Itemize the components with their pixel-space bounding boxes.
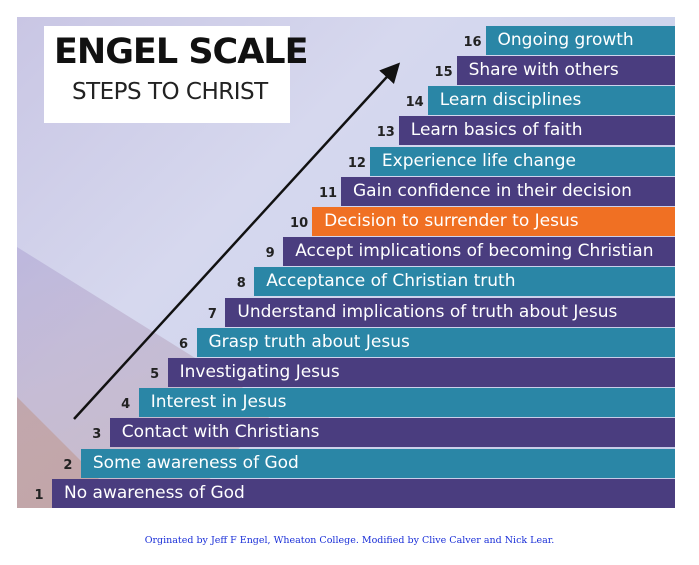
- step-bar-7: Understand implications of truth about J…: [225, 297, 675, 327]
- step-bar-4: Interest in Jesus: [138, 388, 675, 418]
- step-number: 15: [434, 65, 453, 80]
- step-bar-3: Contact with Christians: [109, 418, 675, 448]
- step-number: 8: [236, 276, 246, 292]
- step-number: 5: [150, 367, 160, 382]
- step-bar-5: Investigating Jesus: [167, 358, 675, 387]
- step-number: 4: [121, 397, 131, 413]
- step-bar-16: Ongoing growth: [485, 25, 675, 55]
- step-number: 14: [405, 95, 424, 111]
- step-number: 13: [376, 125, 395, 141]
- step-number: 16: [463, 34, 482, 50]
- step-number: 1: [34, 487, 44, 503]
- step-number: 3: [92, 427, 102, 443]
- subtitle: STEPS TO CHRIST: [72, 79, 268, 105]
- step-bar-9: Accept implications of becoming Christia…: [283, 237, 675, 267]
- step-bar-8: Acceptance of Christian truth: [254, 267, 675, 297]
- step-bar-11: Gain confidence in their decision: [341, 176, 675, 206]
- step-bar-6: Grasp truth about Jesus: [196, 327, 675, 357]
- step-bar-2: Some awareness of God: [80, 448, 675, 478]
- title: ENGEL SCALE: [54, 32, 309, 72]
- step-number: 7: [207, 306, 217, 322]
- step-bar-13: Learn basics of faith: [398, 116, 675, 146]
- engel-scale-graphic: ENGEL SCALE STEPS TO CHRIST 1 No awarenes…: [17, 17, 675, 508]
- step-number: 6: [178, 336, 189, 352]
- step-bar-1: No awareness of God: [52, 478, 675, 508]
- step-bar-14: Learn disciplines: [427, 86, 675, 116]
- step-number: 12: [347, 155, 366, 171]
- step-bar-10: Decision to surrender to Jesus: [312, 207, 675, 236]
- step-number: 2: [63, 457, 73, 473]
- upward-arrow-icon: [73, 62, 401, 420]
- step-bar-12: Experience life change: [369, 146, 675, 176]
- credit-line: Orginated by Jeff F Engel, Wheaton Colle…: [144, 535, 555, 546]
- step-number: 11: [318, 185, 338, 201]
- step-number: 10: [290, 216, 309, 231]
- step-number: 9: [265, 246, 275, 262]
- step-bar-15: Share with others: [456, 56, 675, 85]
- title-box: ENGEL SCALE STEPS TO CHRIST: [44, 26, 309, 123]
